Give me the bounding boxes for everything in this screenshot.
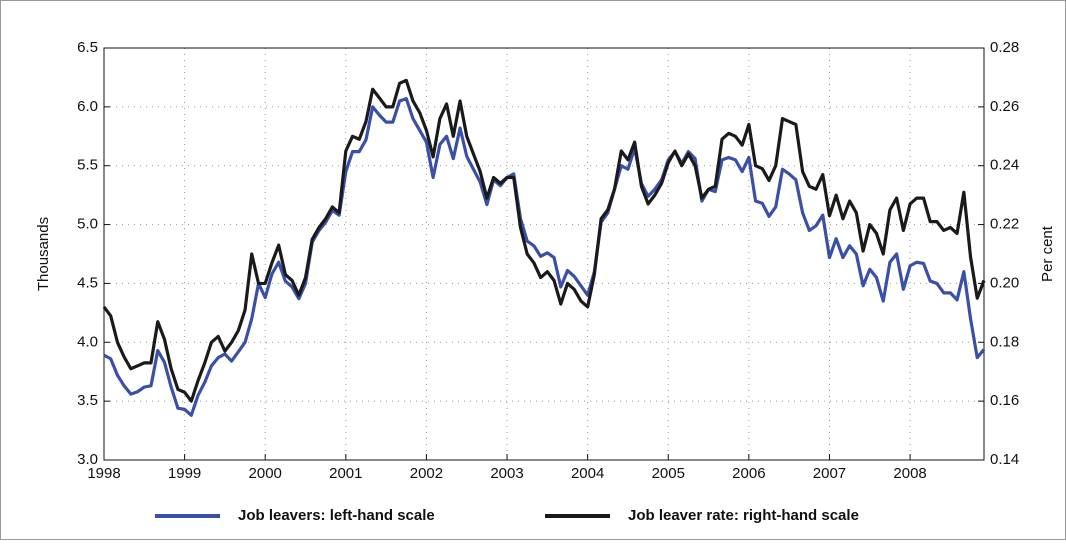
x-tick-label: 2000: [249, 465, 282, 482]
y-tick-label: 4.5: [77, 274, 98, 291]
y-tick-label: 6.0: [77, 98, 98, 115]
series-line: [103, 97, 986, 417]
plot-frame: [103, 47, 985, 461]
y2-tick-label: 0.28: [990, 39, 1019, 56]
y-tick-label: 5.5: [77, 157, 98, 174]
x-tick-label: 2001: [329, 465, 362, 482]
y2-tick-label: 0.26: [990, 98, 1019, 115]
x-tick-label: 2006: [732, 465, 765, 482]
x-tick-label: 1998: [87, 465, 120, 482]
y-tick-label: 4.0: [77, 333, 98, 350]
x-tick-label: 2004: [571, 465, 604, 482]
y2-tick-label: 0.22: [990, 216, 1019, 233]
x-tick-label: 2008: [893, 465, 926, 482]
y-tick-label: 3.5: [77, 392, 98, 409]
y2-tick-label: 0.18: [990, 333, 1019, 350]
y-axis-label: Thousands: [35, 217, 52, 291]
x-tick-label: 1999: [168, 465, 201, 482]
x-tick-label: 2002: [410, 465, 443, 482]
series-line: [102, 78, 986, 403]
x-tick-label: 2007: [813, 465, 846, 482]
y2-tick-label: 0.24: [990, 157, 1019, 174]
y-tick-label: 5.0: [77, 216, 98, 233]
y-tick-label: 3.0: [77, 451, 98, 468]
x-tick-label: 2005: [652, 465, 685, 482]
x-tick-label: 2003: [490, 465, 523, 482]
legend-text: Job leavers: left-hand scale: [238, 507, 435, 524]
legend-text: Job leaver rate: right-hand scale: [628, 507, 859, 524]
y2-tick-label: 0.14: [990, 451, 1019, 468]
y2-axis-label: Per cent: [1039, 225, 1056, 282]
y2-tick-label: 0.16: [990, 392, 1019, 409]
y2-tick-label: 0.20: [990, 274, 1019, 291]
y-tick-label: 6.5: [77, 39, 98, 56]
